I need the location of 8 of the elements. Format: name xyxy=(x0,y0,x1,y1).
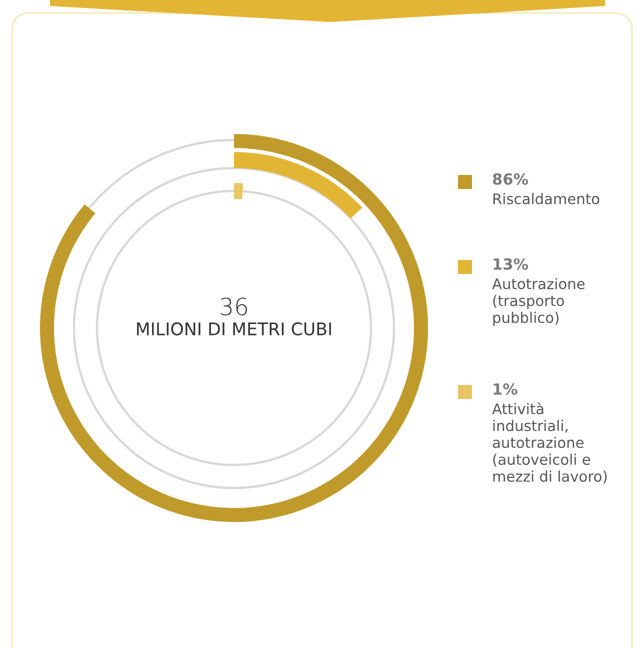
category-label: Riscaldamento xyxy=(493,193,600,204)
category-label: Attività industriali, autotrazione (autoveicoli e mezzi di lavoro) xyxy=(492,402,607,484)
text: MILIONI DI METRI CUBI xyxy=(137,322,331,336)
data-label: 1% xyxy=(494,383,518,395)
data-label: 86% xyxy=(492,173,528,185)
text: 36 xyxy=(220,298,247,316)
category-label: Autotrazione (trasporto pubblico) xyxy=(492,278,585,326)
data-label: 13% xyxy=(494,258,528,270)
